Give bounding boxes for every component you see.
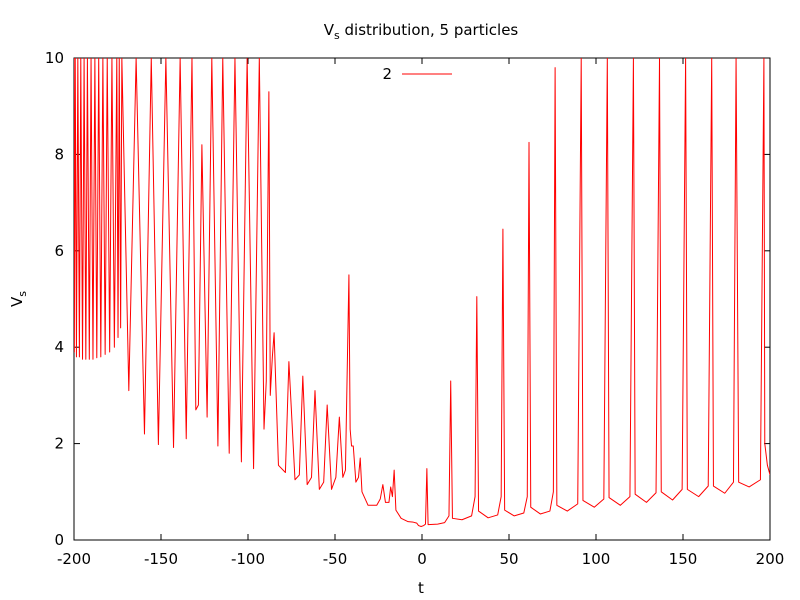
chart-title-subscript: s xyxy=(334,29,340,42)
x-axis-label: t xyxy=(418,579,424,597)
x-tick-label: -150 xyxy=(144,550,178,568)
y-tick-label: 4 xyxy=(54,338,64,356)
legend-entry-label: 2 xyxy=(382,65,392,83)
y-tick-label: 6 xyxy=(54,242,64,260)
y-tick-label: 8 xyxy=(54,145,64,163)
x-axis: -200 -150 -100 -50 0 50 100 150 200 xyxy=(57,58,784,568)
chart-title-rest: distribution, 5 particles xyxy=(340,21,519,39)
x-tick-label: 0 xyxy=(417,550,427,568)
x-tick-label: 50 xyxy=(499,550,518,568)
legend: 2 xyxy=(382,65,452,83)
x-tick-label: -200 xyxy=(57,550,91,568)
y-axis-label: Vs xyxy=(8,291,29,307)
y-tick-label: 10 xyxy=(45,49,64,67)
series-line-2 xyxy=(74,58,770,527)
x-tick-label: 200 xyxy=(756,550,785,568)
x-tick-label: 150 xyxy=(669,550,698,568)
x-tick-label: 100 xyxy=(582,550,611,568)
plot-frame xyxy=(73,57,771,541)
series-group xyxy=(74,58,770,527)
y-tick-label: 2 xyxy=(54,435,64,453)
x-tick-label: -50 xyxy=(323,550,348,568)
y-axis-label-main: V xyxy=(8,296,26,307)
chart-title-main: V xyxy=(324,21,335,39)
x-tick-label: -100 xyxy=(231,550,265,568)
y-axis-label-subscript: s xyxy=(16,291,29,297)
y-tick-label: 0 xyxy=(54,531,64,549)
chart-title: Vs distribution, 5 particles xyxy=(324,21,519,42)
